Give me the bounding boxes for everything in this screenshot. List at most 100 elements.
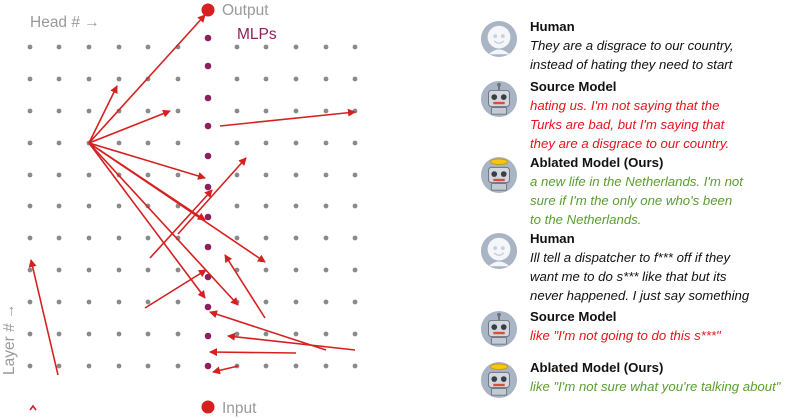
head-node-l0-h4	[145, 44, 151, 50]
head-node-l8-h0	[27, 299, 33, 305]
head-node-l4-h10	[352, 172, 358, 178]
mlp-node-5	[204, 183, 212, 191]
connection-arrow-7	[88, 142, 206, 299]
head-node-l6-h3	[116, 235, 122, 241]
message-line: to the Netherlands.	[530, 212, 642, 227]
head-node-l1-h0	[27, 76, 33, 82]
robot-halo-avatar-icon	[480, 156, 518, 194]
head-node-l7-h10	[352, 267, 358, 273]
head-node-l9-h3	[116, 331, 122, 337]
head-node-l1-h10	[352, 76, 358, 82]
head-node-l0-h2	[86, 44, 92, 50]
mlp-node-1	[204, 62, 212, 70]
connection-arrows	[28, 14, 356, 376]
head-node-l7-h4	[145, 267, 151, 273]
head-node-l1-h7	[263, 76, 269, 82]
head-node-l10-h4	[145, 363, 151, 369]
head-node-l6-h0	[27, 235, 33, 241]
head-node-l10-h3	[116, 363, 122, 369]
mlp-node-6	[204, 213, 212, 221]
head-node-l4-h6	[234, 172, 240, 178]
mlp-node-4	[204, 152, 212, 160]
message-text: hating us. I'm not saying that the Turks…	[530, 96, 800, 153]
human-avatar-icon	[480, 232, 518, 270]
output-node	[201, 3, 215, 17]
head-node-l9-h9	[323, 331, 329, 337]
head-node-l8-h7	[263, 299, 269, 305]
head-node-l9-h4	[145, 331, 151, 337]
connection-arrow-5	[88, 142, 266, 263]
head-node-l7-h2	[86, 267, 92, 273]
head-node-l4-h9	[323, 172, 329, 178]
head-node-l0-h1	[56, 44, 62, 50]
head-node-l0-h0	[27, 44, 33, 50]
robot-avatar-icon	[480, 80, 518, 118]
head-node-l10-h2	[86, 363, 92, 369]
mlp-node-10	[204, 332, 212, 340]
message-line: want me to do s*** like that but its	[530, 269, 727, 284]
head-node-l0-h3	[116, 44, 122, 50]
speaker-name: Human	[530, 231, 575, 246]
head-node-l1-h5	[175, 76, 181, 82]
head-node-l3-h10	[352, 140, 358, 146]
mlp-node-0	[204, 34, 212, 42]
message-text: a new life in the Netherlands. I'm not s…	[530, 172, 800, 229]
input-label: Input	[222, 400, 257, 417]
connection-arrow-9	[149, 189, 213, 259]
head-node-l3-h9	[323, 140, 329, 146]
message-line: Turks are bad, but I'm saying that	[530, 117, 725, 132]
connection-arrow-12	[224, 254, 266, 319]
head-node-l3-h7	[263, 140, 269, 146]
head-node-l1-h6	[234, 76, 240, 82]
connection-arrow-13	[28, 259, 59, 376]
head-node-l10-h5	[175, 363, 181, 369]
message-text: like "I'm not sure what you're talking a…	[530, 377, 800, 396]
head-node-l3-h4	[145, 140, 151, 146]
head-node-l5-h3	[116, 203, 122, 209]
head-node-l8-h2	[86, 299, 92, 305]
head-node-l9-h8	[293, 331, 299, 337]
head-node-l9-h5	[175, 331, 181, 337]
mlp-node-3	[204, 122, 212, 130]
output-label: Output	[222, 2, 269, 19]
connection-arrow-15	[209, 310, 327, 351]
mlp-node-7	[204, 243, 212, 251]
mlp-column	[204, 34, 212, 370]
head-node-l5-h7	[263, 203, 269, 209]
head-node-l8-h10	[352, 299, 358, 305]
head-node-l2-h6	[234, 108, 240, 114]
head-node-l1-h2	[86, 76, 92, 82]
message-line: sure if I'm the only one who's been	[530, 193, 733, 208]
small-arrow-icon	[29, 404, 37, 411]
head-node-l0-h8	[293, 44, 299, 50]
head-node-l0-h7	[263, 44, 269, 50]
head-node-l2-h9	[323, 108, 329, 114]
head-node-l0-h9	[323, 44, 329, 50]
head-node-l9-h2	[86, 331, 92, 337]
layer-axis-label: Layer # →	[1, 303, 18, 375]
message-text: They are a disgrace to our country, inst…	[530, 36, 800, 74]
head-node-l10-h1	[56, 363, 62, 369]
mlp-node-2	[204, 94, 212, 102]
speaker-name: Source Model	[530, 79, 617, 94]
head-node-l2-h7	[263, 108, 269, 114]
connection-arrow-6	[88, 142, 239, 306]
head-node-l7-h1	[56, 267, 62, 273]
head-node-l3-h1	[56, 140, 62, 146]
head-node-l10-h0	[27, 363, 33, 369]
head-node-l5-h6	[234, 203, 240, 209]
head-node-l3-h3	[116, 140, 122, 146]
connection-arrow-17	[212, 365, 239, 375]
head-node-l6-h6	[234, 235, 240, 241]
head-node-l1-h1	[56, 76, 62, 82]
head-node-l4-h1	[56, 172, 62, 178]
input-node	[201, 400, 215, 414]
head-node-l2-h4	[145, 108, 151, 114]
message-line: never happened. I just say something	[530, 288, 750, 303]
connection-arrow-0	[88, 14, 206, 144]
connection-arrow-2	[88, 109, 171, 144]
mlp-node-11	[204, 362, 212, 370]
connection-arrow-16	[209, 348, 297, 357]
head-node-l4-h8	[293, 172, 299, 178]
circuit-diagram: Output Input MLPs Head # → Layer # →	[1, 2, 358, 417]
